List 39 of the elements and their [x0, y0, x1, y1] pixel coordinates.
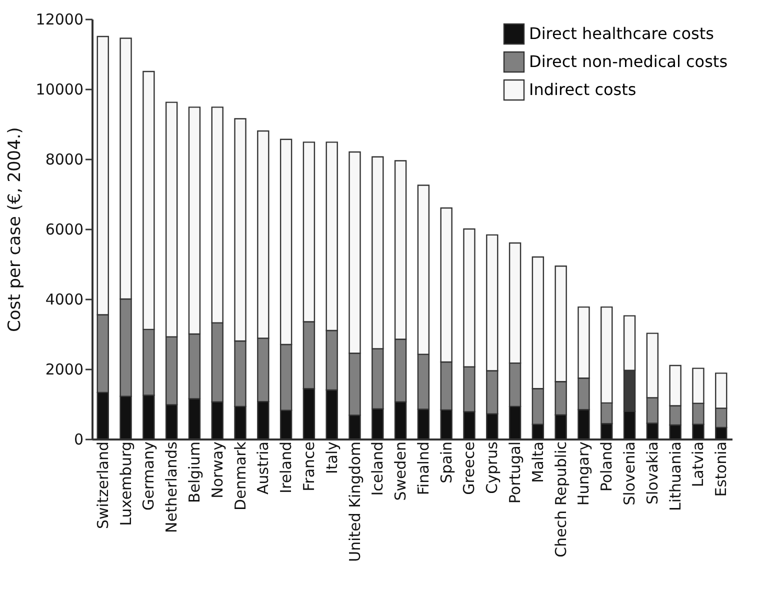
y-tick-label: 8000 — [45, 150, 84, 168]
legend-label: Direct healthcare costs — [529, 24, 714, 43]
x-tick-label: Switzerland — [94, 442, 112, 529]
x-tick-label: Norway — [208, 441, 226, 498]
x-tick-label: Lithuania — [666, 442, 684, 511]
x-tick-label: Estonia — [712, 442, 730, 497]
x-tick-label: Austria — [254, 442, 272, 494]
y-tick-label: 0 — [74, 430, 84, 448]
x-tick-label: Belgium — [185, 442, 204, 503]
x-tick-label: Slovenia — [620, 442, 639, 506]
x-tick-label: Malta — [528, 442, 547, 483]
x-tick-label: Sweden — [392, 442, 410, 501]
y-tick-label: 12000 — [36, 10, 84, 28]
x-tick-label: Greece — [460, 442, 478, 495]
x-tick-label: Latvia — [689, 442, 708, 488]
x-tick-label: Italy — [322, 441, 341, 474]
y-tick-label: 2000 — [45, 360, 84, 378]
x-tick-label: Poland — [598, 442, 616, 492]
x-tick-label: Finalnd — [414, 442, 432, 496]
legend-label: Direct non-medical costs — [529, 52, 728, 71]
x-tick-label: Spain — [437, 442, 456, 484]
x-tick-label: Hungary — [574, 441, 593, 506]
x-tick-label: Denmark — [231, 441, 250, 510]
x-tick-label: Portugal — [506, 442, 524, 504]
y-tick-label: 10000 — [36, 80, 84, 98]
legend-label: Indirect costs — [529, 80, 636, 99]
x-tick-label: Germany — [140, 441, 158, 510]
x-tick-label: Chech Republic — [552, 442, 570, 558]
x-tick-label: Netherlands — [162, 441, 181, 533]
x-tick-label: France — [300, 442, 318, 492]
x-tick-label: Luxemburg — [116, 442, 135, 526]
y-tick-label: 4000 — [45, 290, 84, 308]
x-tick-label: Slovakia — [643, 442, 662, 504]
x-tick-label: Ireland — [277, 442, 296, 494]
y-axis-title: Cost per case (€, 2004.) — [4, 127, 25, 332]
y-tick-label: 6000 — [45, 220, 84, 238]
x-tick-label: United Kingdom — [346, 442, 364, 562]
x-tick-label: Cyprus — [483, 441, 502, 494]
x-tick-label: Iceland — [368, 442, 387, 496]
